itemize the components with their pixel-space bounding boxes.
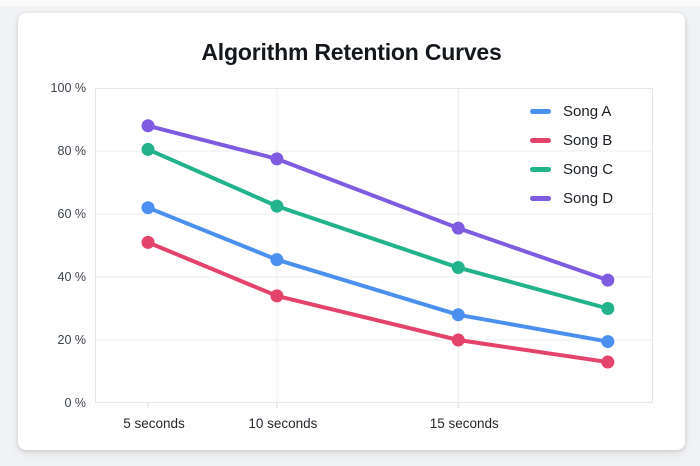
legend-label-song-c: Song C <box>563 161 614 178</box>
y-axis-tick-label: 0 % <box>64 396 86 410</box>
data-point-song-d[interactable] <box>451 221 465 235</box>
legend-item-song-a[interactable]: Song A <box>530 97 613 126</box>
y-axis-tick-label: 40 % <box>57 270 87 284</box>
chart-card: Algorithm Retention Curves 0 % 20 % 40 % 60… <box>18 13 685 450</box>
data-point-song-a[interactable] <box>451 308 465 322</box>
line-song-d <box>146 123 610 283</box>
legend-item-song-b[interactable]: Song B <box>530 126 613 155</box>
chart-title: Algorithm Retention Curves <box>201 39 502 65</box>
legend-item-song-d[interactable]: Song D <box>530 184 613 213</box>
data-point-song-a[interactable] <box>141 201 155 215</box>
data-point-song-c[interactable] <box>601 302 615 315</box>
data-point-song-a[interactable] <box>601 335 615 349</box>
data-point-song-b[interactable] <box>601 355 615 369</box>
y-axis-tick-label: 20 % <box>57 333 87 347</box>
legend-item-song-c[interactable]: Song C <box>530 155 613 184</box>
x-axis-tick-label: 15 seconds <box>429 416 499 431</box>
plot-border <box>95 88 653 403</box>
plot-svg <box>95 88 653 408</box>
data-point-song-b[interactable] <box>451 333 465 347</box>
data-point-song-c[interactable] <box>270 199 284 213</box>
plot-area <box>95 88 653 408</box>
line-song-a <box>146 205 610 344</box>
line-song-b <box>146 240 610 365</box>
legend-swatch-song-b <box>530 138 551 143</box>
legend: Song A Song B Song C Song D <box>530 97 613 213</box>
page-top-strip <box>0 0 700 6</box>
data-point-song-b[interactable] <box>141 235 155 249</box>
data-point-song-d[interactable] <box>601 273 615 287</box>
data-point-song-b[interactable] <box>270 289 284 303</box>
y-axis-tick-label: 80 % <box>57 144 87 158</box>
legend-label-song-b: Song B <box>563 132 613 149</box>
y-axis-tick-label: 60 % <box>57 207 87 221</box>
legend-swatch-song-d <box>530 196 551 201</box>
data-point-song-d[interactable] <box>270 152 284 166</box>
data-point-song-c[interactable] <box>451 261 465 275</box>
legend-label-song-a: Song A <box>563 103 612 120</box>
line-song-c <box>146 147 610 311</box>
x-axis-tick-label: 5 seconds <box>123 416 185 431</box>
y-axis-tick-label: 100 % <box>50 81 86 95</box>
legend-swatch-song-a <box>530 109 551 114</box>
legend-swatch-song-c <box>530 167 551 172</box>
legend-label-song-d: Song D <box>563 190 614 207</box>
data-point-song-c[interactable] <box>141 142 155 156</box>
x-axis-tick-label: 10 seconds <box>248 416 318 431</box>
data-point-song-d[interactable] <box>141 119 155 133</box>
data-point-song-a[interactable] <box>270 253 284 267</box>
